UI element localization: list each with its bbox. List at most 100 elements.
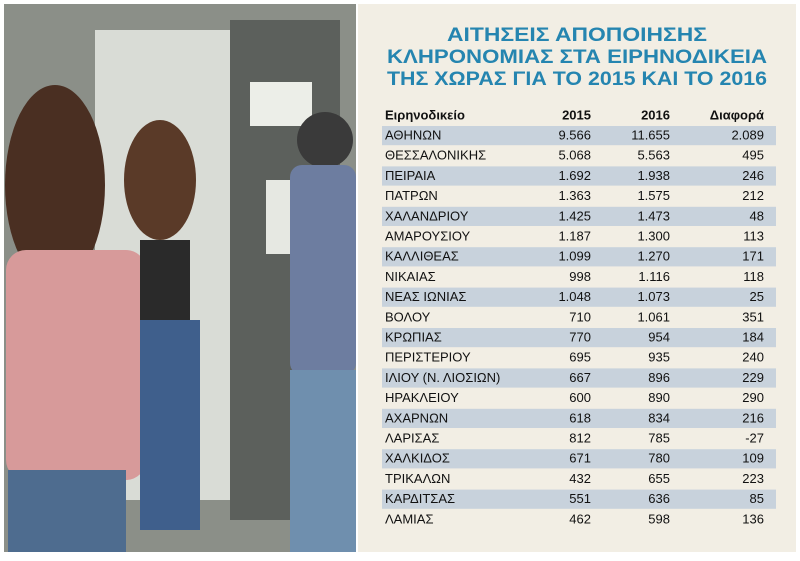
cell-name: ΗΡΑΚΛΕΙΟΥ [385,390,459,405]
cell-value: 462 [569,511,591,526]
row-shading [382,287,776,307]
cell-value: 1.300 [637,229,670,244]
cell-value: 1.270 [637,249,670,264]
person-shirt [6,250,146,480]
cell-value: 118 [743,269,764,284]
cell-value: 600 [569,390,591,405]
person-hair [5,85,105,285]
title-line: ΚΛΗΡΟΝΟΜΙΑΣ ΣΤΑ ΕΙΡΗΝΟΔΙΚΕΙΑ [387,47,767,68]
cell-value: 935 [648,350,670,365]
cell-name: ΑΧΑΡΝΩΝ [385,410,448,425]
person-jeans [8,470,126,552]
cell-value: 1.116 [638,269,670,284]
cell-value: 184 [742,330,764,345]
cell-value: 667 [569,370,591,385]
cell-value: -27 [745,431,764,446]
row-shading [382,126,776,146]
column-header: Διαφορά [710,107,764,122]
cell-value: 598 [648,511,670,526]
cell-value: 2.089 [731,128,764,143]
row-shading [382,247,776,267]
cell-value: 785 [648,431,670,446]
cell-name: ΚΑΡΔΙΤΣΑΣ [385,491,455,506]
row-shading [382,328,776,348]
cell-name: ΧΑΛΑΝΔΡΙΟΥ [385,208,469,223]
cell-name: ΤΡΙΚΑΛΩΝ [385,471,450,486]
row-shading [382,368,776,388]
cell-value: 780 [648,451,670,466]
row-shading [382,489,776,509]
cell-value: 1.938 [637,168,670,183]
cell-value: 246 [742,168,764,183]
photo [4,4,356,552]
cell-value: 85 [750,491,764,506]
cell-value: 216 [742,410,764,425]
cell-value: 5.563 [637,148,670,163]
cell-name: ΛΑΡΙΣΑΣ [385,431,439,446]
cell-name: ΠΑΤΡΩΝ [385,188,438,203]
cell-value: 432 [569,471,591,486]
cell-value: 834 [648,410,670,425]
cell-value: 1.575 [637,188,670,203]
cell-name: ΙΛΙΟΥ (Ν. ΛΙΟΣΙΩΝ) [385,370,500,385]
row-shading [382,206,776,226]
cell-value: 495 [742,148,764,163]
cell-value: 1.048 [558,289,591,304]
cell-value: 1.187 [558,229,591,244]
cell-name: ΛΑΜΙΑΣ [385,511,434,526]
cell-value: 113 [743,229,764,244]
cell-name: ΘΕΣΣΑΛΟΝΙΚΗΣ [385,148,486,163]
cell-value: 1.692 [558,168,591,183]
cell-value: 1.425 [558,208,591,223]
cell-value: 812 [569,431,591,446]
title-line: ΑΙΤΗΣΕΙΣ ΑΠΟΠΟΙΗΣΗΣ [447,25,707,46]
person-jeans [140,320,200,530]
cell-value: 671 [569,451,591,466]
cell-value: 171 [742,249,764,264]
cell-value: 710 [569,309,591,324]
cell-value: 1.061 [637,309,670,324]
cell-value: 1.099 [558,249,591,264]
cell-name: ΠΕΡΙΣΤΕΡΙΟΥ [385,350,471,365]
cell-value: 770 [569,330,591,345]
cell-name: ΝΕΑΣ ΙΩΝΙΑΣ [385,289,466,304]
cell-value: 212 [742,188,764,203]
column-header: 2016 [641,107,670,122]
cell-value: 9.566 [558,128,591,143]
cell-name: ΚΑΛΛΙΘΕΑΣ [385,249,459,264]
cell-value: 1.363 [558,188,591,203]
cell-value: 618 [569,410,591,425]
person-head [297,112,353,168]
cell-value: 551 [569,491,591,506]
row-shading [382,449,776,469]
person-hair [124,120,196,240]
cell-name: ΑΘΗΝΩΝ [385,128,441,143]
row-shading [382,166,776,186]
cell-value: 1.473 [637,208,670,223]
cell-value: 240 [742,350,764,365]
column-header: 2015 [562,107,591,122]
cell-name: ΠΕΙΡΑΙΑ [385,168,436,183]
cell-value: 109 [742,451,764,466]
cell-name: ΒΟΛΟΥ [385,309,431,324]
column-header: Ειρηνοδικείο [385,107,465,122]
cell-value: 229 [742,370,764,385]
cell-name: ΑΜΑΡΟΥΣΙΟΥ [385,229,471,244]
row-shading [382,408,776,428]
cell-name: ΚΡΩΠΙΑΣ [385,330,442,345]
person-shirt [290,165,356,375]
cell-value: 1.073 [637,289,670,304]
person-top [140,240,190,330]
cell-value: 290 [742,390,764,405]
cell-value: 351 [742,309,764,324]
cell-value: 48 [750,208,764,223]
cell-value: 223 [742,471,764,486]
cell-name: ΧΑΛΚΙΔΟΣ [385,451,450,466]
cell-value: 11.655 [631,128,670,143]
cell-value: 954 [648,330,670,345]
title-line: ΤΗΣ ΧΩΡΑΣ ΓΙΑ ΤΟ 2015 ΚΑΙ ΤΟ 2016 [387,69,767,90]
cell-value: 25 [750,289,764,304]
cell-value: 695 [569,350,591,365]
